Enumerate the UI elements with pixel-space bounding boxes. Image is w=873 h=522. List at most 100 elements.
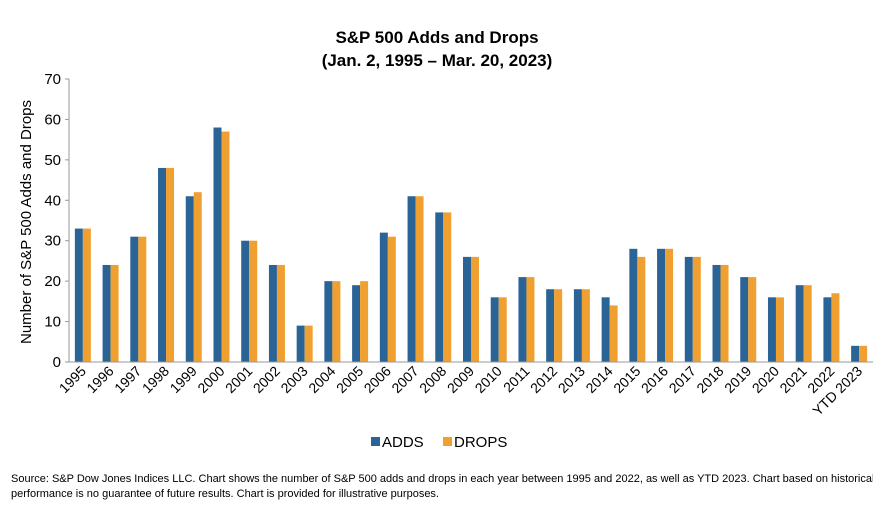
y-axis-label: Number of S&P 500 Adds and Drops bbox=[18, 100, 35, 344]
bar-drops-2022 bbox=[831, 293, 840, 362]
chart-title: S&P 500 Adds and Drops bbox=[335, 28, 538, 47]
bar-drops-2020 bbox=[775, 297, 784, 362]
x-tick-label: 2021 bbox=[776, 363, 809, 396]
bar-drops-ytd-2023 bbox=[859, 345, 868, 362]
bar-drops-1997 bbox=[138, 236, 147, 362]
bar-adds-2008 bbox=[435, 212, 444, 362]
x-tick-label: 2003 bbox=[277, 363, 310, 396]
bar-adds-1998 bbox=[158, 167, 167, 362]
x-tick-label: 2011 bbox=[500, 363, 533, 396]
bar-drops-2012 bbox=[554, 289, 563, 362]
x-tick-label: 2014 bbox=[582, 363, 615, 396]
x-tick-label: 1997 bbox=[111, 363, 144, 396]
x-tick-label: 2004 bbox=[305, 363, 338, 396]
bar-adds-2009 bbox=[463, 256, 471, 362]
bar-drops-2005 bbox=[360, 281, 369, 362]
bar-adds-2003 bbox=[296, 325, 305, 362]
bar-adds-2010 bbox=[490, 297, 499, 362]
x-tick-label: 2016 bbox=[638, 363, 671, 396]
y-tick-label: 40 bbox=[44, 192, 61, 209]
bar-adds-2012 bbox=[546, 289, 555, 362]
bar-adds-2015 bbox=[629, 248, 638, 362]
x-tick-label: 1998 bbox=[139, 363, 172, 396]
source-line-1: Source: S&P Dow Jones Indices LLC. Chart… bbox=[11, 473, 873, 485]
bar-adds-2000 bbox=[213, 127, 222, 362]
bars bbox=[74, 127, 868, 362]
bar-drops-1995 bbox=[82, 228, 91, 362]
x-tick-label: 2007 bbox=[388, 363, 421, 396]
bar-drops-2006 bbox=[387, 236, 396, 362]
x-tick-label: 2010 bbox=[472, 363, 505, 396]
x-tick-label: 2018 bbox=[693, 363, 726, 396]
bar-chart: S&P 500 Adds and Drops (Jan. 2, 1995 – M… bbox=[18, 28, 873, 451]
legend-swatch-adds bbox=[371, 437, 380, 446]
bar-drops-2019 bbox=[748, 277, 757, 362]
bar-drops-2004 bbox=[332, 281, 341, 362]
source-note: Source: S&P Dow Jones Indices LLC. Chart… bbox=[11, 472, 873, 502]
bar-drops-2003 bbox=[304, 325, 313, 362]
x-tick-label: 2005 bbox=[333, 363, 366, 396]
bar-drops-2002 bbox=[276, 264, 285, 362]
legend-label-adds: ADDS bbox=[382, 434, 424, 451]
bar-drops-2016 bbox=[665, 248, 674, 362]
bar-drops-2011 bbox=[526, 277, 535, 362]
bar-drops-2013 bbox=[581, 289, 590, 362]
x-tick-label: 2017 bbox=[666, 363, 699, 396]
bar-drops-2021 bbox=[803, 285, 812, 362]
bar-drops-2000 bbox=[221, 131, 230, 362]
bar-adds-1995 bbox=[74, 228, 83, 362]
bar-adds-2005 bbox=[352, 285, 361, 362]
chart-subtitle: (Jan. 2, 1995 – Mar. 20, 2023) bbox=[322, 51, 553, 70]
x-tick-label: 2013 bbox=[555, 363, 588, 396]
bar-adds-2001 bbox=[241, 240, 250, 362]
bar-adds-2006 bbox=[379, 232, 388, 362]
bar-drops-2017 bbox=[692, 256, 701, 362]
bar-adds-1999 bbox=[185, 196, 194, 362]
x-tick-label: 1996 bbox=[83, 363, 116, 396]
y-tick-label: 0 bbox=[53, 354, 61, 371]
bar-adds-2017 bbox=[684, 256, 693, 362]
legend-swatch-drops bbox=[443, 437, 452, 446]
x-tick-label: 2000 bbox=[194, 363, 227, 396]
bar-drops-1999 bbox=[193, 192, 202, 362]
x-tick-label: 1999 bbox=[167, 363, 200, 396]
x-tick-label: 2002 bbox=[250, 363, 283, 396]
x-tick-label: 2009 bbox=[444, 363, 477, 396]
bar-adds-2011 bbox=[518, 277, 527, 362]
x-tick-label: 2020 bbox=[749, 363, 782, 396]
x-tick-label: 2019 bbox=[721, 363, 754, 396]
bar-adds-1996 bbox=[102, 264, 111, 362]
bar-drops-2008 bbox=[443, 212, 452, 362]
bar-adds-1997 bbox=[130, 236, 139, 362]
bar-adds-2004 bbox=[324, 281, 333, 362]
bar-adds-2018 bbox=[712, 264, 721, 362]
bar-adds-2013 bbox=[573, 289, 582, 362]
y-tick-label: 10 bbox=[44, 314, 61, 331]
y-tick-label: 30 bbox=[44, 233, 61, 250]
bar-adds-2007 bbox=[407, 196, 416, 362]
x-tick-label: 2008 bbox=[416, 363, 449, 396]
bar-adds-2016 bbox=[657, 248, 666, 362]
y-tick-label: 20 bbox=[44, 273, 61, 290]
bar-drops-1996 bbox=[110, 264, 119, 362]
bar-drops-2007 bbox=[415, 196, 424, 362]
x-tick-label: 2006 bbox=[361, 363, 394, 396]
bar-adds-2022 bbox=[823, 297, 832, 362]
y-axis-ticks: 0 10 20 30 40 50 60 70 bbox=[44, 71, 69, 371]
legend-label-drops: DROPS bbox=[454, 434, 507, 451]
bar-drops-1998 bbox=[166, 167, 175, 362]
bar-adds-2019 bbox=[740, 277, 749, 362]
bar-drops-2010 bbox=[498, 297, 507, 362]
bar-adds-2014 bbox=[601, 297, 610, 362]
y-tick-label: 70 bbox=[44, 71, 61, 88]
source-line-2: performance is no guarantee of future re… bbox=[11, 488, 439, 500]
bar-drops-2018 bbox=[720, 264, 729, 362]
bar-adds-2021 bbox=[795, 285, 804, 362]
legend: ADDS DROPS bbox=[371, 434, 507, 451]
bar-adds-2002 bbox=[268, 264, 277, 362]
y-tick-label: 50 bbox=[44, 152, 61, 169]
x-axis-ticks: 1995199619971998199920002001200220032004… bbox=[56, 363, 866, 419]
x-tick-label: 2015 bbox=[610, 363, 643, 396]
bar-drops-2015 bbox=[637, 256, 646, 362]
bar-drops-2009 bbox=[471, 256, 479, 362]
